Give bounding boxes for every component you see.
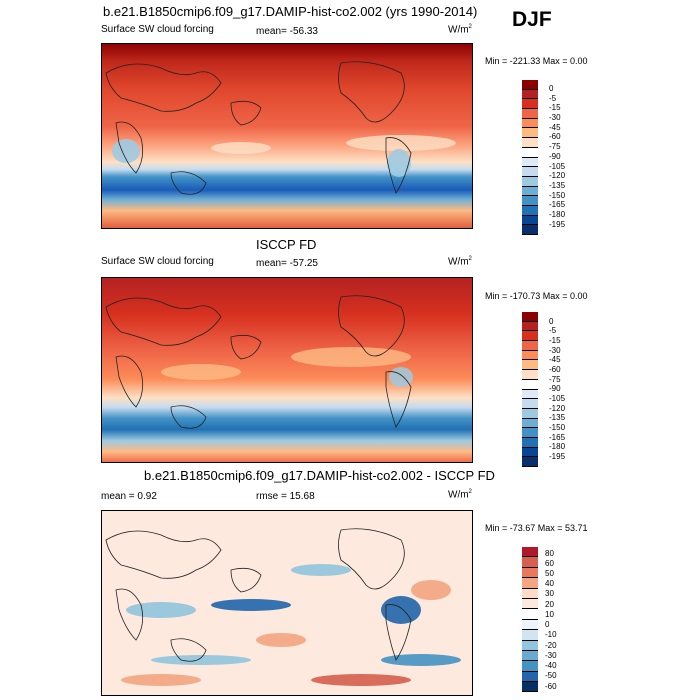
colorbar-tick-label: -15 bbox=[549, 336, 561, 345]
colorbar-tick-label: -30 bbox=[545, 651, 557, 660]
colorbar-tick-label: -60 bbox=[545, 682, 557, 691]
panel-1-frame bbox=[101, 43, 473, 229]
panel-3-frame bbox=[101, 510, 473, 696]
panel-3-mean-label: mean = 0.92 bbox=[101, 491, 157, 502]
colorbar-tick-label: 20 bbox=[545, 600, 554, 609]
colorbar-tick-label: -5 bbox=[549, 94, 557, 103]
colorbar-tick-label: -135 bbox=[549, 413, 566, 422]
colorbar-tick-label: -150 bbox=[549, 191, 566, 200]
panel-1-mean-label: mean= -56.33 bbox=[256, 26, 318, 37]
colorbar-tick-label: -60 bbox=[549, 132, 561, 141]
colorbar-tick-label: 0 bbox=[549, 317, 554, 326]
colorbar-tick-label: -165 bbox=[549, 433, 566, 442]
colorbar-tick-label: -195 bbox=[549, 220, 566, 229]
colorbar-tick-label: -90 bbox=[549, 152, 561, 161]
colorbar-tick-label: -50 bbox=[545, 671, 557, 680]
colorbar-tick-label: 60 bbox=[545, 559, 554, 568]
panel-2-frame bbox=[101, 277, 473, 463]
panel-1-minmax: Min = -221.33 Max = 0.00 bbox=[485, 56, 588, 66]
panel-2-map bbox=[101, 277, 473, 463]
colorbar-tick-label: 40 bbox=[545, 579, 554, 588]
colorbar-tick-label: 0 bbox=[545, 620, 550, 629]
panel-1-colorbar bbox=[522, 80, 538, 235]
colorbar-tick-label: 10 bbox=[545, 610, 554, 619]
panel-2-variable-label: Surface SW cloud forcing bbox=[101, 256, 214, 267]
panel-3-coastlines bbox=[105, 528, 412, 662]
panel-2-minmax: Min = -170.73 Max = 0.00 bbox=[485, 291, 588, 301]
panel-1-title: b.e21.B1850cmip6.f09_g17.DAMIP-hist-co2.… bbox=[103, 4, 478, 19]
panel-3-rmse-label: rmse = 15.68 bbox=[256, 491, 315, 502]
panel-2-colorbar bbox=[522, 312, 538, 467]
colorbar-tick-label: -40 bbox=[545, 661, 557, 670]
panel-1-coastlines bbox=[105, 61, 412, 195]
colorbar-tick-label: -105 bbox=[549, 394, 566, 403]
panel-1-variable-label: Surface SW cloud forcing bbox=[101, 24, 214, 35]
panel-3-title: b.e21.B1850cmip6.f09_g17.DAMIP-hist-co2.… bbox=[144, 468, 495, 483]
colorbar-tick-label: -15 bbox=[549, 103, 561, 112]
colorbar-tick-label: -180 bbox=[549, 210, 566, 219]
colorbar-tick-label: -105 bbox=[549, 162, 566, 171]
panel-2-coastlines bbox=[105, 295, 412, 429]
panel-3-minmax: Min = -73.67 Max = 53.71 bbox=[485, 523, 588, 533]
colorbar-tick-label: -5 bbox=[549, 326, 557, 335]
colorbar-tick-label: -30 bbox=[549, 346, 561, 355]
colorbar-tick-label: -20 bbox=[545, 641, 557, 650]
panel-3-units: W/m2 bbox=[448, 489, 472, 501]
colorbar-tick-label: -120 bbox=[549, 404, 566, 413]
panel-1-map bbox=[101, 43, 473, 229]
season-label: DJF bbox=[512, 8, 552, 31]
colorbar-tick-label: -45 bbox=[549, 123, 561, 132]
colorbar-tick-label: -165 bbox=[549, 200, 566, 209]
colorbar-tick-label: -75 bbox=[549, 142, 561, 151]
colorbar-tick-label: -30 bbox=[549, 113, 561, 122]
colorbar-tick-label: -150 bbox=[549, 423, 566, 432]
colorbar-tick-label: -10 bbox=[545, 630, 557, 639]
panel-2-title: ISCCP FD bbox=[256, 237, 317, 252]
colorbar-tick-label: -120 bbox=[549, 171, 566, 180]
colorbar-tick-label: -90 bbox=[549, 384, 561, 393]
colorbar-tick-label: -45 bbox=[549, 355, 561, 364]
panel-2-units: W/m2 bbox=[448, 256, 472, 268]
colorbar-tick-label: 50 bbox=[545, 569, 554, 578]
colorbar-tick-label: -75 bbox=[549, 375, 561, 384]
colorbar-tick-label: -180 bbox=[549, 442, 566, 451]
panel-2-mean-label: mean= -57.25 bbox=[256, 258, 318, 269]
colorbar-tick-label: -60 bbox=[549, 365, 561, 374]
colorbar-tick-label: -195 bbox=[549, 452, 566, 461]
panel-3-colorbar bbox=[522, 547, 538, 693]
colorbar-tick-label: -135 bbox=[549, 181, 566, 190]
colorbar-tick-label: 80 bbox=[545, 549, 554, 558]
panel-1-units: W/m2 bbox=[448, 24, 472, 36]
colorbar-tick-label: 0 bbox=[549, 84, 554, 93]
panel-3-map bbox=[101, 510, 473, 696]
colorbar-tick-label: 30 bbox=[545, 589, 554, 598]
